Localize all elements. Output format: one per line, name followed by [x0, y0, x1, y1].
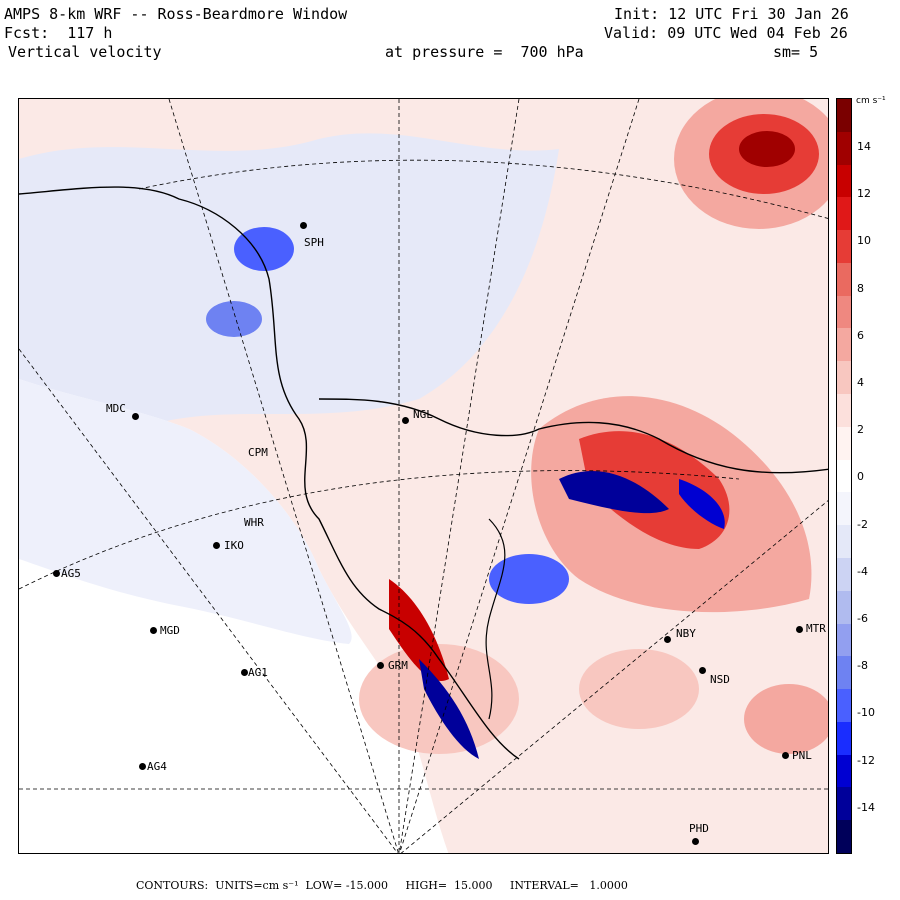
ascent-cell-e: [744, 684, 828, 754]
color-bar-tick-label: -14: [857, 800, 875, 814]
color-bar-segment: [837, 197, 851, 231]
color-bar-tick-label: 0: [857, 470, 864, 484]
color-bar-segment: [837, 623, 851, 657]
color-bar-segment: [837, 656, 851, 690]
descent-cell-w: [206, 301, 262, 337]
color-bar-tick-label: -8: [857, 659, 868, 673]
station-label-iko: IKO: [224, 539, 244, 552]
station-label-cpm: CPM: [248, 446, 268, 459]
color-bar-segment: [837, 262, 851, 297]
color-bar-segment: [837, 787, 851, 821]
station-dot-mgd: [150, 627, 157, 634]
station-dot-ngl: [402, 417, 409, 424]
color-bar-segment: [837, 820, 851, 854]
station-label-mgd: MGD: [160, 624, 180, 637]
title-line: AMPS 8-km WRF -- Ross-Beardmore Window: [4, 5, 348, 23]
init-time: Init: 12 UTC Fri 30 Jan 26: [614, 5, 849, 23]
color-bar-tick-label: 4: [857, 376, 864, 389]
station-label-pnl: PNL: [792, 749, 812, 762]
ascent-cell-se: [579, 649, 699, 729]
color-bar-tick-label: 8: [857, 281, 864, 295]
station-label-whr: WHR: [244, 516, 264, 529]
color-bar-tick-label: -6: [857, 612, 868, 625]
station-label-ag4: AG4: [147, 760, 167, 773]
pressure-level: at pressure = 700 hPa: [385, 43, 584, 61]
smoothing: sm= 5: [773, 43, 819, 61]
color-bar: [836, 98, 852, 854]
color-bar-segment: [837, 525, 851, 559]
vertical-velocity-field: [19, 99, 828, 853]
color-bar-segment: [837, 295, 851, 329]
station-label-mdc: MDC: [106, 402, 126, 415]
color-bar-segment: [837, 590, 851, 625]
color-bar-segment: [837, 361, 851, 395]
color-bar-tick-label: -10: [857, 706, 875, 720]
station-label-phd: PHD: [689, 822, 709, 835]
station-dot-ag5: [53, 570, 60, 577]
ice-shelf-field: [19, 379, 352, 644]
color-bar-tick-label: 2: [857, 423, 864, 437]
station-dot-mtr: [796, 626, 803, 633]
color-bar-segment: [837, 557, 851, 592]
coastline-north: [318, 398, 828, 474]
station-dot-ag1: [241, 669, 248, 676]
descent-cell-nw: [234, 227, 294, 271]
station-label-ngl: NGL: [413, 408, 433, 421]
color-bar-tick-label: -2: [857, 517, 868, 531]
color-bar-segment: [837, 754, 851, 788]
color-bar-segment: [837, 689, 851, 723]
coastline-west: [19, 186, 520, 760]
coastal-ascent: [389, 579, 449, 681]
color-bar-segment: [837, 492, 851, 526]
station-dot-iko: [213, 542, 220, 549]
coastal-descent: [419, 659, 479, 759]
descent-core-east: [679, 479, 725, 529]
weak-descent-region: [19, 133, 559, 431]
station-label-nby: NBY: [676, 627, 696, 640]
color-bar-segment: [837, 394, 851, 428]
station-dot-ag4: [139, 763, 146, 770]
color-bar-segment: [837, 426, 851, 461]
station-label-mtr: MTR: [806, 622, 826, 635]
field-name: Vertical velocity: [8, 43, 162, 61]
station-dot-nby: [664, 636, 671, 643]
station-label-ag1: AG1: [248, 666, 268, 679]
station-label-sph: SPH: [304, 236, 324, 249]
descent-core-center: [559, 470, 669, 514]
color-bar-segment: [837, 230, 851, 264]
color-bar-tick-label: -12: [857, 753, 875, 767]
graticule: [19, 99, 828, 853]
coastline-inner: [485, 518, 506, 720]
color-bar-segment: [837, 164, 851, 198]
color-bar-segment: [837, 328, 851, 362]
station-dot-phd: [692, 838, 699, 845]
color-bar-tick-label: 12: [857, 187, 871, 201]
color-bar-tick-label: 6: [857, 328, 864, 342]
station-dot-grm: [377, 662, 384, 669]
map-panel: [18, 98, 829, 854]
descent-cell-mid: [489, 554, 569, 604]
color-bar-tick-label: 14: [857, 140, 871, 153]
station-dot-sph: [300, 222, 307, 229]
station-label-ag5: AG5: [61, 567, 81, 580]
color-bar-segment: [837, 459, 851, 493]
color-bar-segment: [837, 99, 851, 133]
color-bar-tick-label: 10: [857, 234, 871, 248]
color-bar-units: cm s⁻¹: [856, 96, 886, 106]
valid-time: Valid: 09 UTC Wed 04 Feb 26: [604, 24, 848, 42]
station-dot-mdc: [132, 413, 139, 420]
ascent-peak-ne: [739, 131, 795, 167]
station-dot-pnl: [782, 752, 789, 759]
color-bar-tick-label: -4: [857, 564, 868, 578]
color-bar-segment: [837, 131, 851, 166]
station-label-nsd: NSD: [710, 673, 730, 686]
contour-info: CONTOURS: UNITS=cm s⁻¹ LOW= -15.000 HIGH…: [136, 879, 628, 892]
forecast-hour: Fcst: 117 h: [4, 24, 113, 42]
station-label-grm: GRM: [388, 659, 408, 672]
ascent-core-center: [579, 431, 730, 549]
color-bar-segment: [837, 721, 851, 756]
station-dot-nsd: [699, 667, 706, 674]
